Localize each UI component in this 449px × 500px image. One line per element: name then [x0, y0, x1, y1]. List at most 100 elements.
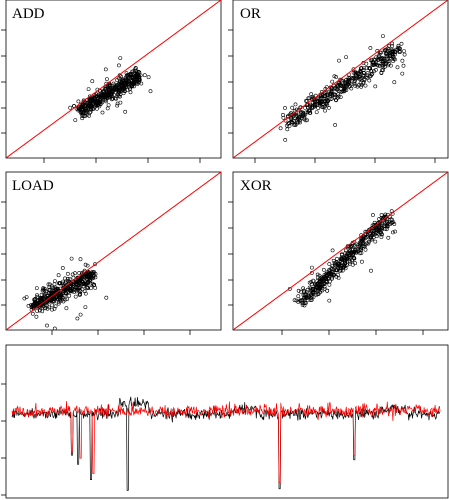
scatter-point: [93, 275, 98, 280]
scatter-point: [384, 62, 388, 66]
scatter-point: [120, 82, 124, 87]
scatter-point: [52, 306, 57, 311]
scatter-point: [306, 96, 311, 101]
scatter-point: [53, 286, 58, 291]
scatter-xor: [233, 172, 448, 330]
scatter-point: [393, 229, 397, 234]
scatter-point: [296, 288, 301, 293]
scatter-point: [80, 103, 84, 108]
panel-add-frame: [5, 0, 222, 159]
scatter-point: [359, 259, 364, 264]
scatter-point: [322, 286, 327, 291]
scatter-point: [135, 79, 140, 84]
scatter-point: [318, 286, 323, 291]
scatter-point: [384, 223, 389, 227]
scatter-point: [304, 295, 309, 300]
scatter-point: [330, 248, 335, 253]
scatter-point: [121, 79, 126, 84]
scatter-point: [118, 56, 123, 61]
scatter-point: [351, 247, 356, 252]
scatter-point: [83, 291, 88, 296]
scatter-point: [285, 127, 290, 132]
scatter-point: [87, 107, 92, 112]
scatter-point: [41, 295, 46, 300]
scatter-point: [81, 99, 86, 104]
scatter-point: [73, 294, 78, 299]
scatter-point: [293, 122, 298, 127]
scatter-point: [87, 271, 91, 276]
scatter-point: [118, 94, 122, 99]
scatter-point: [332, 93, 337, 97]
scatter-point: [47, 287, 52, 292]
scatter-point: [383, 212, 388, 217]
scatter-point: [128, 90, 133, 95]
scatter-point: [78, 312, 83, 317]
scatter-point: [337, 58, 341, 63]
scatter-point: [56, 300, 61, 305]
scatter-point: [367, 74, 372, 79]
scatter-point: [73, 118, 78, 123]
scatter-point: [336, 265, 341, 270]
scatter-point: [92, 104, 97, 109]
scatter-point: [361, 71, 366, 76]
scatter-point: [385, 222, 390, 226]
scatter-point: [371, 60, 376, 65]
scatter-point: [135, 71, 140, 76]
scatter-point: [304, 290, 309, 295]
scatter-point: [82, 274, 87, 279]
scatter-point: [56, 297, 61, 302]
scatter-point: [310, 94, 315, 99]
scatter-point: [40, 309, 45, 314]
scatter-point: [349, 250, 354, 255]
scatter-point: [365, 75, 370, 80]
scatter-point: [401, 63, 406, 68]
scatter-point: [291, 114, 296, 119]
scatter-point: [86, 286, 91, 290]
scatter-point: [52, 326, 57, 330]
scatter-point: [390, 44, 395, 48]
scatter-point: [43, 306, 47, 311]
scatter-point: [326, 99, 331, 103]
scatter-point: [359, 76, 364, 81]
scatter-point: [373, 223, 378, 228]
scatter-point: [334, 98, 339, 103]
scatter-point: [326, 271, 331, 276]
scatter-point: [320, 288, 325, 293]
scatter-point: [343, 248, 348, 253]
scatter-point: [115, 83, 120, 88]
scatter-point: [278, 126, 283, 131]
scatter-point: [80, 116, 85, 121]
scatter-point: [305, 287, 310, 292]
panel-load-frame: [5, 171, 222, 331]
scatter-point: [85, 263, 90, 268]
scatter-point: [364, 61, 369, 66]
scatter-point: [319, 104, 324, 109]
scatter-point: [113, 96, 118, 101]
scatter-point: [390, 230, 395, 235]
scatter-point: [330, 264, 335, 269]
scatter-point: [370, 62, 375, 67]
scatter-point: [99, 93, 103, 98]
scatter-point: [98, 101, 103, 106]
scatter-point: [369, 268, 373, 273]
timeseries-line-red: [11, 401, 441, 484]
scatter-point: [359, 84, 364, 89]
scatter-point: [296, 294, 301, 299]
scatter-point: [350, 262, 355, 267]
scatter-point: [369, 233, 374, 238]
scatter-point: [86, 87, 91, 92]
scatter-point: [373, 84, 378, 89]
scatter-point: [54, 287, 59, 292]
scatter-point: [363, 247, 368, 252]
scatter-point: [377, 52, 382, 57]
scatter-point: [309, 296, 314, 301]
scatter-point: [302, 296, 307, 301]
scatter-point: [300, 301, 305, 306]
scatter-point: [146, 75, 151, 80]
scatter-point: [387, 56, 392, 61]
scatter-point: [76, 99, 81, 104]
scatter-point: [325, 288, 330, 293]
scatter-point: [78, 108, 83, 112]
scatter-point: [361, 66, 366, 71]
